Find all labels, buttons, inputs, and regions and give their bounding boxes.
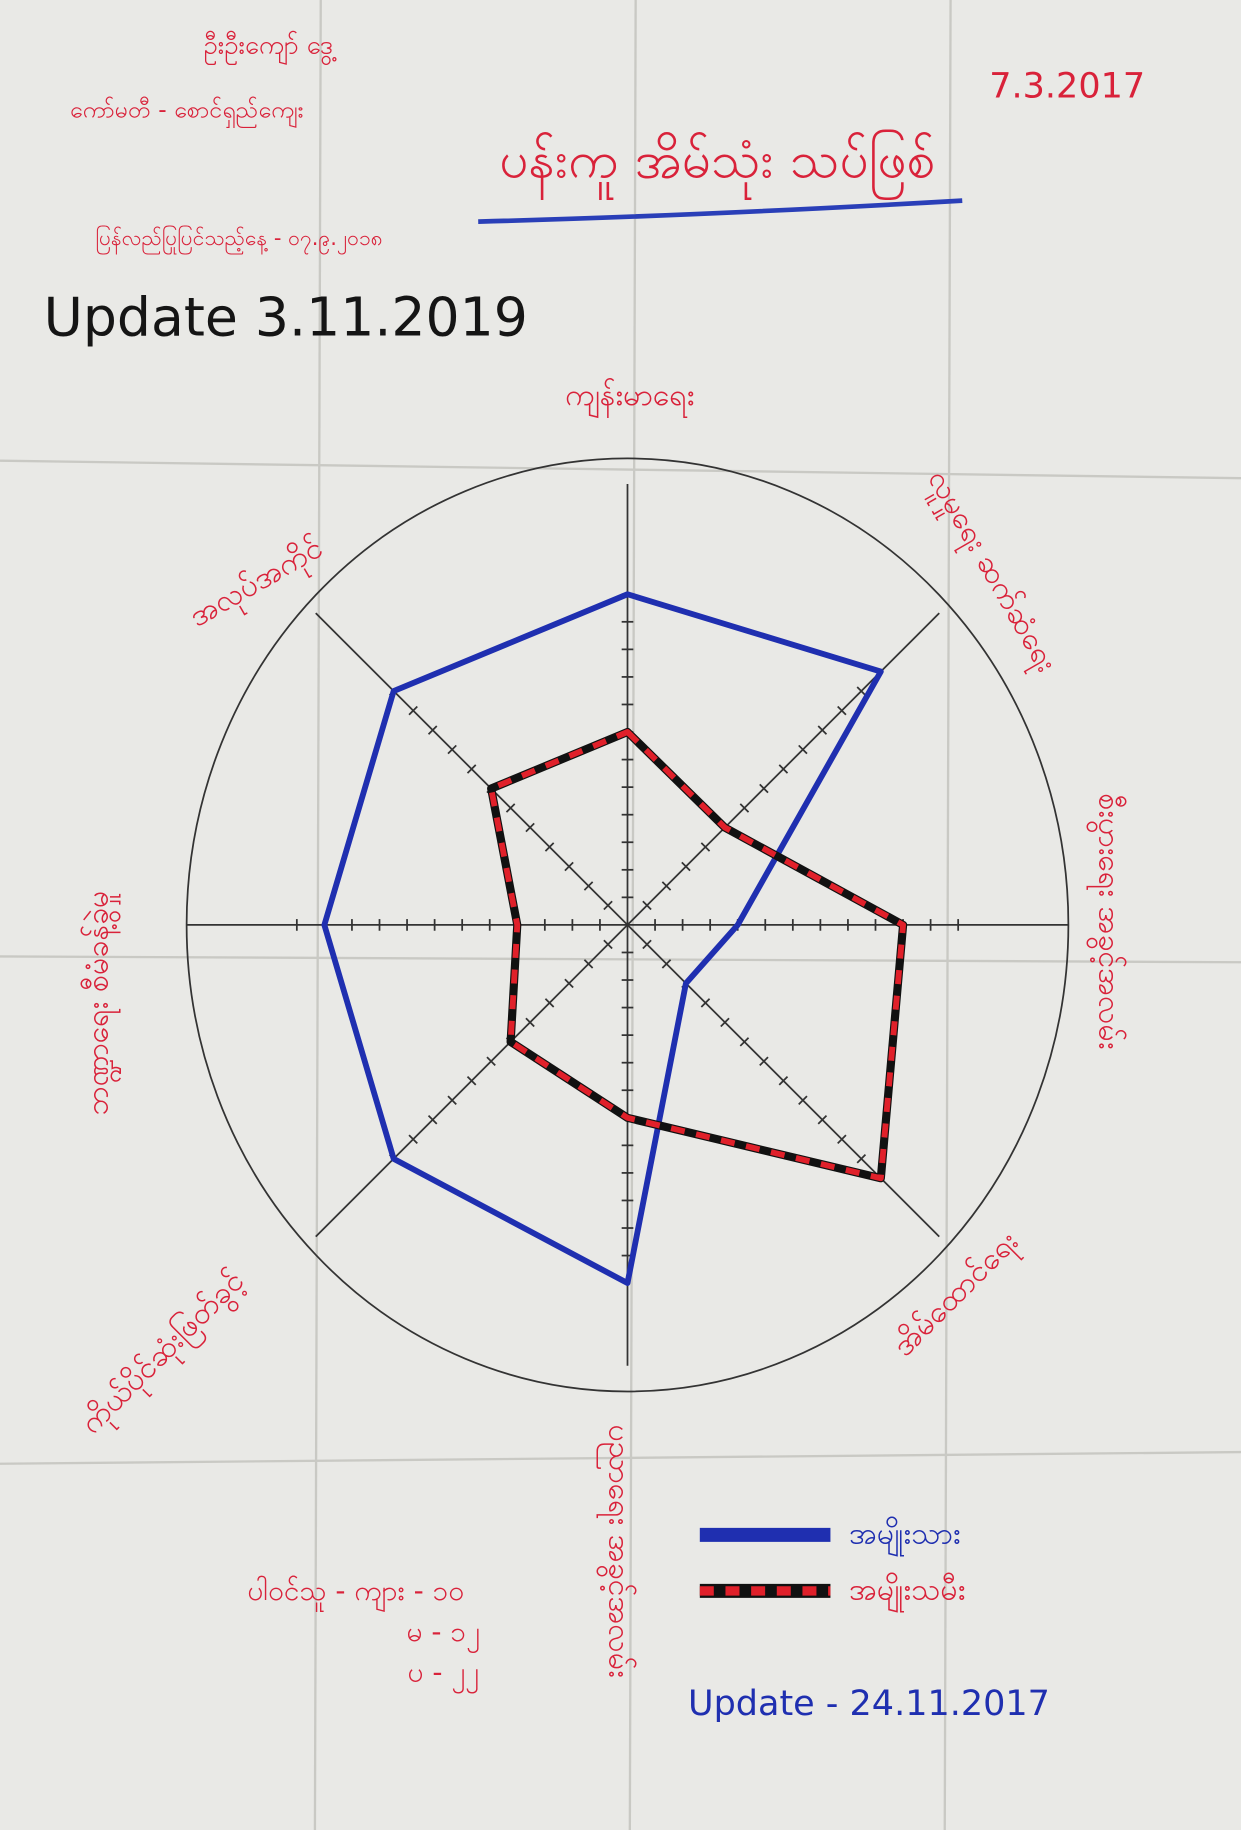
annotation: ဦးဦးကျော် ဒွေ့: [203, 30, 337, 66]
axis-label: စီးပွားရေး အခွင့်အလမ်း: [1086, 793, 1127, 1049]
axis-label: ဘဏ္ဍာရေး စီမံခန့်ခွဲမှု: [81, 891, 122, 1116]
legend-label: အမျိုးသား: [849, 1516, 960, 1557]
annotation: 7.3.2017: [989, 66, 1145, 106]
annotation: Update 3.11.2019: [44, 285, 528, 348]
legend-label: အမျိုးသမီး: [849, 1572, 965, 1613]
page: ပန်းကူ အိမ်သုံး သပ်ဖြစ် ဦးဦးကျော် ဒွေ့ကေ…: [0, 0, 1241, 1830]
chart: ပန်းကူ အိမ်သုံး သပ်ဖြစ် ဦးဦးကျော် ဒွေ့ကေ…: [0, 0, 1241, 1830]
axis-label: ကျန်းမာရေး: [565, 378, 694, 419]
annotation: ပါဝင်သူ - ကျား - ၁၀: [247, 1573, 464, 1613]
chart-title: ပန်းကူ အိမ်သုံး သပ်ဖြစ်: [499, 129, 935, 200]
axis-label: ပညာရေး အခွင့်အလမ်း: [596, 1425, 637, 1678]
annotation: Update - 24.11.2017: [688, 1684, 1050, 1724]
